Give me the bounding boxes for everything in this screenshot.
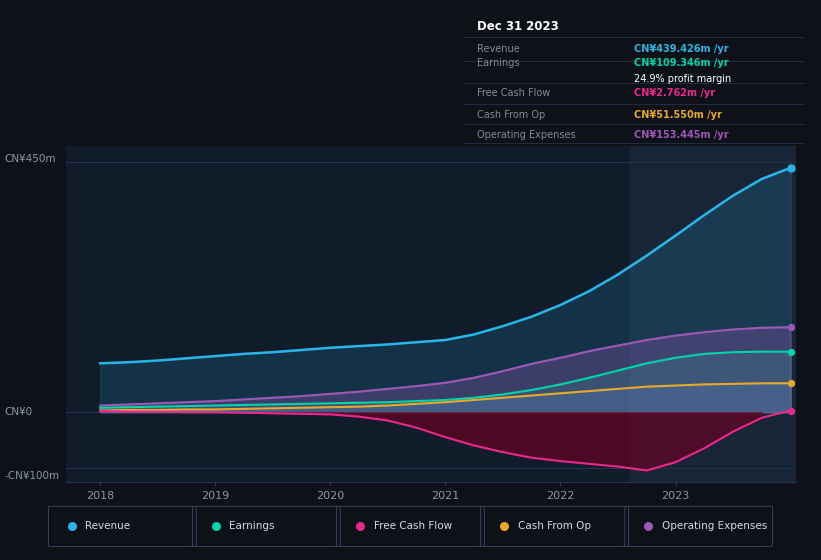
Point <box>784 323 797 332</box>
Text: CN¥51.550m /yr: CN¥51.550m /yr <box>635 110 722 120</box>
Text: Earnings: Earnings <box>478 58 520 68</box>
Point <box>784 164 797 172</box>
Text: Dec 31 2023: Dec 31 2023 <box>478 20 559 33</box>
Text: Free Cash Flow: Free Cash Flow <box>374 521 452 531</box>
Point <box>784 347 797 356</box>
Text: CN¥0: CN¥0 <box>4 407 32 417</box>
Text: CN¥450m: CN¥450m <box>4 154 56 164</box>
Text: Free Cash Flow: Free Cash Flow <box>478 88 551 99</box>
Text: Cash From Op: Cash From Op <box>518 521 590 531</box>
Text: 24.9% profit margin: 24.9% profit margin <box>635 74 732 84</box>
Point <box>642 522 655 531</box>
Text: Revenue: Revenue <box>478 44 521 54</box>
Text: Operating Expenses: Operating Expenses <box>662 521 767 531</box>
Point <box>784 379 797 388</box>
Text: Earnings: Earnings <box>230 521 275 531</box>
Text: Revenue: Revenue <box>85 521 131 531</box>
Point <box>354 522 367 531</box>
Text: CN¥109.346m /yr: CN¥109.346m /yr <box>635 58 729 68</box>
Point <box>784 406 797 415</box>
Point <box>498 522 511 531</box>
Text: Cash From Op: Cash From Op <box>478 110 546 120</box>
Text: CN¥2.762m /yr: CN¥2.762m /yr <box>635 88 715 99</box>
Text: -CN¥100m: -CN¥100m <box>4 470 59 480</box>
Text: Operating Expenses: Operating Expenses <box>478 130 576 140</box>
Text: CN¥439.426m /yr: CN¥439.426m /yr <box>635 44 729 54</box>
Point <box>66 522 79 531</box>
Bar <box>630 146 796 482</box>
Text: CN¥153.445m /yr: CN¥153.445m /yr <box>635 130 729 140</box>
Point <box>209 522 222 531</box>
